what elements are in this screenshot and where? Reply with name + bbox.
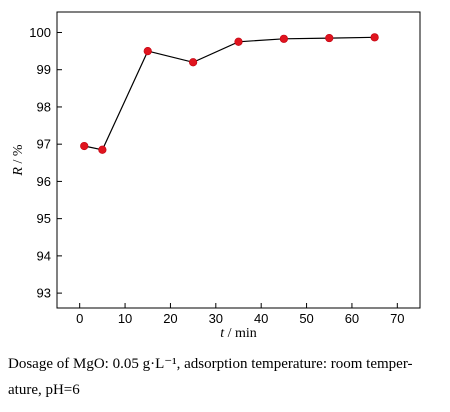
- data-point: [325, 33, 334, 43]
- data-point: [98, 145, 107, 154]
- y-tick-label: 100: [29, 25, 51, 40]
- data-point: [80, 141, 89, 151]
- y-axis-unit: / %: [11, 144, 26, 167]
- x-tick-label: 0: [76, 311, 83, 326]
- y-axis-variable: R: [11, 167, 26, 177]
- x-tick-label: 60: [345, 311, 359, 326]
- plot-frame: [56, 11, 421, 309]
- x-axis-label: t / min: [220, 326, 257, 341]
- x-axis-variable: t: [220, 326, 225, 341]
- x-tick-label: 10: [118, 311, 132, 326]
- data-point: [370, 33, 379, 42]
- data-point: [189, 58, 198, 67]
- data-points: [80, 33, 379, 154]
- line-chart: 93 94 95 96 97 98 99 100 0 10 20 30 40 50 60 70 t / mi…: [11, 11, 421, 341]
- x-tick-label: 50: [299, 311, 313, 326]
- data-point: [234, 37, 243, 46]
- y-tick-label: 94: [37, 248, 51, 263]
- x-tick-label: 70: [390, 311, 404, 326]
- y-tick-label: 93: [37, 286, 51, 301]
- caption-line-1: Dosage of MgO: 0.05 g·L⁻¹, adsorption te…: [8, 356, 413, 372]
- x-tick-label: 30: [209, 311, 223, 326]
- y-tick-label: 98: [37, 99, 51, 114]
- data-point: [143, 46, 152, 56]
- x-axis-ticks: 0 10 20 30 40 50 60 70: [76, 303, 405, 326]
- y-tick-label: 99: [37, 62, 51, 77]
- data-point: [279, 34, 288, 43]
- x-tick-label: 20: [163, 311, 177, 326]
- x-tick-label: 40: [254, 311, 268, 326]
- series-line: [84, 36, 375, 151]
- x-axis-unit: / min: [224, 326, 257, 341]
- y-axis-ticks: 93 94 95 96 97 98 99 100: [29, 25, 62, 301]
- y-tick-label: 97: [37, 137, 51, 152]
- y-tick-label: 95: [37, 211, 51, 226]
- figure-caption: Dosage of MgO: 0.05 g·L⁻¹, adsorption te…: [8, 351, 444, 403]
- y-axis-label: R / %: [11, 144, 26, 176]
- caption-line-2: ature, pH=6: [8, 382, 80, 398]
- y-tick-label: 96: [37, 174, 51, 189]
